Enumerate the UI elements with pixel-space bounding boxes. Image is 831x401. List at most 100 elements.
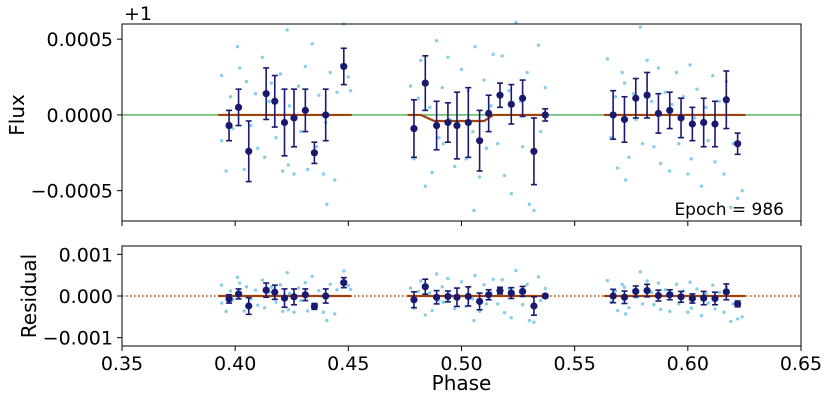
binned-residual-point — [421, 283, 429, 291]
raw-residual-point — [699, 313, 704, 318]
raw-residual-point — [704, 292, 708, 296]
raw-point — [434, 38, 439, 43]
raw-residual-point — [539, 298, 543, 303]
raw-residual-point — [471, 297, 475, 301]
raw-point — [441, 142, 446, 146]
raw-residual-point — [695, 287, 699, 291]
raw-residual-point — [224, 309, 228, 314]
raw-point — [473, 45, 477, 49]
raw-point — [622, 81, 627, 85]
binned-point — [722, 96, 730, 104]
raw-point — [446, 55, 450, 60]
raw-point — [605, 57, 610, 61]
binned-point — [280, 118, 289, 127]
binned-point — [245, 147, 253, 155]
x-axis-label: Phase — [432, 371, 492, 395]
raw-point — [631, 92, 636, 96]
raw-point — [437, 135, 441, 140]
raw-point — [689, 157, 693, 161]
raw-point — [260, 55, 265, 60]
top-y-ticks: 0.0005 0.0000 −0.0005 — [31, 29, 122, 203]
raw-residual-point — [446, 276, 450, 281]
raw-point — [440, 85, 444, 90]
binned-residual-point — [271, 288, 279, 296]
raw-residual-point — [321, 310, 326, 314]
x-tick-label: 0.60 — [667, 353, 709, 375]
raw-residual-point — [242, 309, 246, 313]
raw-point — [346, 75, 351, 79]
raw-point — [735, 196, 740, 200]
raw-point — [491, 52, 495, 57]
raw-residual-point — [491, 277, 495, 282]
raw-residual-point — [285, 270, 289, 275]
raw-residual-point — [658, 307, 663, 312]
raw-point — [328, 70, 332, 75]
bottom-binned-points — [225, 276, 742, 316]
raw-residual-point — [430, 308, 434, 313]
raw-residual-point — [235, 275, 240, 279]
raw-residual-point — [325, 318, 329, 323]
raw-point — [305, 167, 310, 172]
raw-residual-point — [532, 320, 536, 324]
raw-point — [262, 155, 267, 160]
raw-point — [509, 192, 513, 196]
raw-residual-point — [434, 272, 439, 276]
top-axes-frame — [121, 23, 802, 222]
binned-point — [301, 106, 309, 114]
binned-point — [734, 140, 742, 148]
raw-residual-point — [652, 303, 656, 307]
binned-residual-point — [410, 296, 418, 304]
raw-point — [484, 146, 489, 150]
binned-point — [444, 118, 452, 127]
raw-point — [296, 84, 301, 88]
raw-residual-point — [496, 302, 500, 306]
raw-residual-point — [303, 280, 308, 285]
raw-residual-point — [502, 310, 507, 315]
binned-point — [666, 106, 674, 114]
raw-point — [658, 161, 663, 166]
raw-residual-point — [305, 309, 310, 313]
raw-residual-point — [677, 302, 681, 306]
raw-residual-point — [484, 302, 489, 306]
binned-residual-point — [225, 295, 233, 303]
raw-residual-point — [299, 298, 303, 303]
binned-point — [433, 121, 441, 130]
raw-point — [620, 70, 624, 75]
top-binned-points — [225, 47, 742, 186]
raw-point — [489, 104, 493, 108]
raw-point — [408, 84, 413, 88]
raw-residual-point — [472, 318, 476, 323]
binned-residual-point — [433, 293, 441, 301]
binned-point — [421, 79, 429, 87]
raw-point — [292, 172, 296, 176]
binned-point — [530, 147, 538, 155]
raw-point — [477, 175, 482, 179]
raw-point — [274, 135, 278, 140]
raw-residual-point — [473, 273, 477, 278]
raw-point — [729, 205, 733, 210]
binned-point — [654, 109, 663, 118]
binned-residual-point — [734, 300, 742, 308]
binned-point — [507, 100, 515, 108]
raw-point — [310, 42, 314, 46]
raw-point — [656, 66, 661, 70]
raw-residual-point — [408, 286, 413, 290]
raw-point — [269, 81, 274, 85]
binned-residual-point — [340, 279, 348, 287]
raw-point — [416, 96, 421, 100]
raw-residual-point — [244, 285, 249, 289]
raw-residual-point — [441, 300, 446, 304]
raw-residual-point — [668, 309, 672, 314]
raw-point — [472, 208, 476, 213]
binned-point — [410, 124, 418, 133]
binned-residual-point — [444, 292, 452, 301]
raw-residual-point — [292, 310, 296, 314]
binned-point — [632, 94, 640, 102]
binned-residual-point — [519, 287, 527, 296]
binned-point — [340, 62, 348, 71]
raw-residual-point — [219, 283, 224, 287]
raw-residual-point — [543, 286, 547, 291]
raw-residual-point — [419, 279, 423, 283]
raw-residual-point — [686, 310, 690, 314]
raw-residual-point — [638, 270, 643, 274]
